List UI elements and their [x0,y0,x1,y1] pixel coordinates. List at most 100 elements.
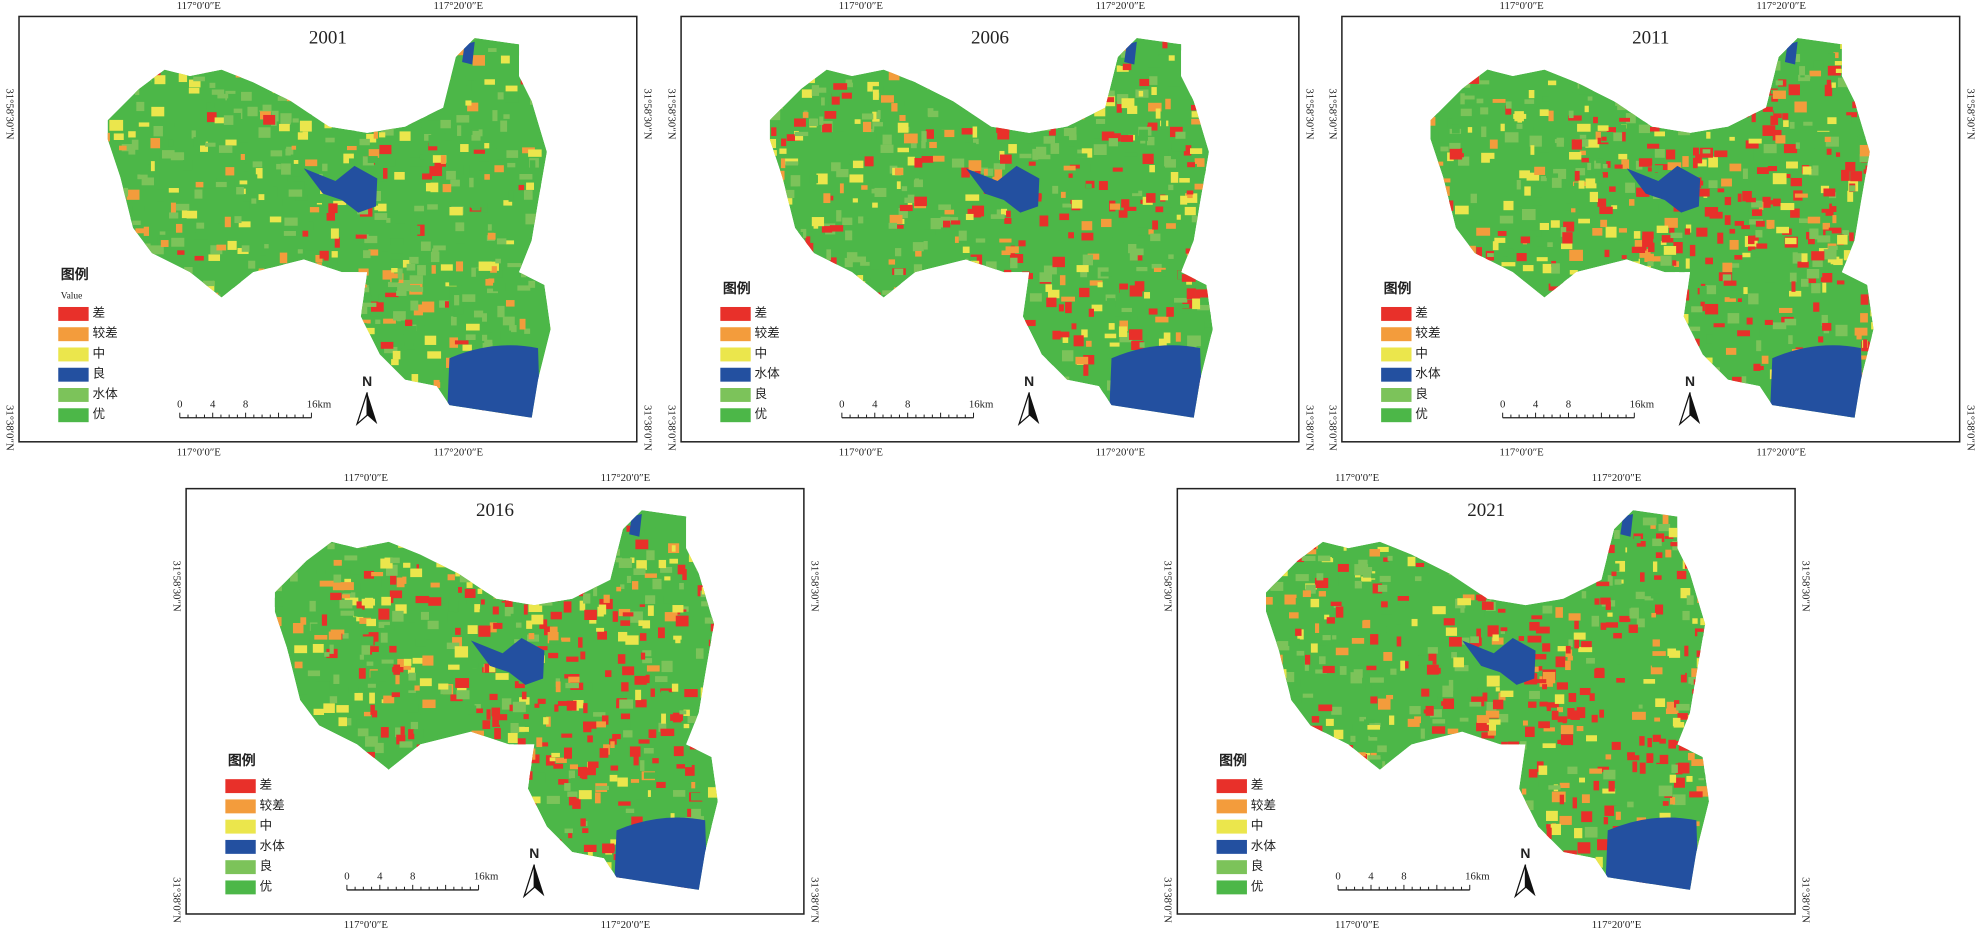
map-patch [1673,700,1680,708]
map-patch [1081,329,1088,340]
map-patch [707,787,718,798]
map-patch [310,186,320,194]
map-patch [455,678,470,688]
map-patch [1538,765,1548,775]
map-patch [527,796,541,804]
map-patch [331,251,338,258]
map-patch [705,826,713,835]
map-patch [1595,856,1603,868]
map-patch [1567,766,1578,775]
map-patch [391,278,399,283]
legend-label: 中 [1415,346,1428,360]
map-patch [1692,147,1699,156]
map-patch [500,55,510,64]
water-lake [613,817,708,890]
map-patch [356,719,366,731]
map-patch [313,708,325,716]
map-patch [1559,815,1572,825]
map-patch [1552,79,1566,85]
map-patch [453,607,458,613]
map-patch [1469,600,1478,611]
map-patch [141,177,155,186]
map-patch [1724,297,1736,302]
map-patch [1611,205,1618,210]
map-patch [1119,289,1133,298]
map-patch [1615,543,1626,553]
map-patch [925,129,934,139]
map-patch [361,644,371,655]
map-patch [1790,208,1800,218]
map-patch [1165,98,1171,110]
map-patch [237,134,249,143]
map-patch [471,39,484,45]
map-patch [1432,606,1446,615]
map-patch [931,129,945,138]
map-patch [543,717,549,725]
map-patch [1372,583,1383,594]
map-patch [258,194,265,201]
map-patch [1656,225,1669,233]
map-patch [1589,160,1595,172]
map-patch [308,221,314,231]
map-patch [568,676,580,684]
map-patch [366,661,374,666]
map-patch [1149,76,1158,85]
map-patch [1671,764,1683,773]
legend-label: 水体 [92,387,118,401]
map-patch [404,342,414,347]
map-patch [196,139,206,146]
map-patch [1619,117,1631,122]
legend-swatch [225,799,256,814]
map-patch [1827,65,1841,76]
map-patch [1684,645,1689,657]
map-patch [673,746,684,757]
map-patch [330,228,339,239]
map-patch [1481,601,1494,610]
map-patch [119,145,127,151]
map-patch [457,125,462,136]
map-patch [1331,553,1341,559]
map-patch [629,746,641,757]
map-patch [1194,183,1207,190]
map-patch [1071,199,1083,209]
map-patch [661,660,673,673]
map-patch [896,181,901,190]
map-patch [1636,618,1645,628]
map-patch [1513,113,1527,119]
map-patch [1207,312,1213,317]
map-patch [1310,598,1320,608]
map-patch [923,241,928,250]
map-patch [370,312,381,317]
map-patch [224,216,231,228]
map-patch [1669,774,1677,783]
map-patch [1121,135,1134,142]
map-patch [959,181,969,191]
map-patch [852,198,858,203]
map-patch [467,80,475,91]
map-patch [1430,113,1441,125]
map-patch [633,756,639,766]
map-patch [800,231,813,236]
map-patch [450,316,457,326]
map-patch [460,144,469,152]
map-patch [1114,316,1123,324]
map-patch [568,830,573,839]
map-patch [1647,143,1660,149]
map-patch [1311,555,1323,564]
map-patch [258,127,271,138]
map-patch [1295,598,1301,607]
map-patch [483,664,496,673]
map-patch [1128,185,1139,194]
map-patch [771,127,777,136]
map-patch [1516,206,1523,211]
map-patch [1654,604,1664,615]
map-patch [1790,177,1802,187]
map-patch [476,202,488,213]
map-patch [531,614,544,625]
map-patch [894,248,902,257]
map-patch [1614,579,1622,585]
map-patch [1161,118,1167,130]
map-patch [829,225,844,232]
map-patch [1782,113,1789,120]
map-patch [454,307,464,315]
